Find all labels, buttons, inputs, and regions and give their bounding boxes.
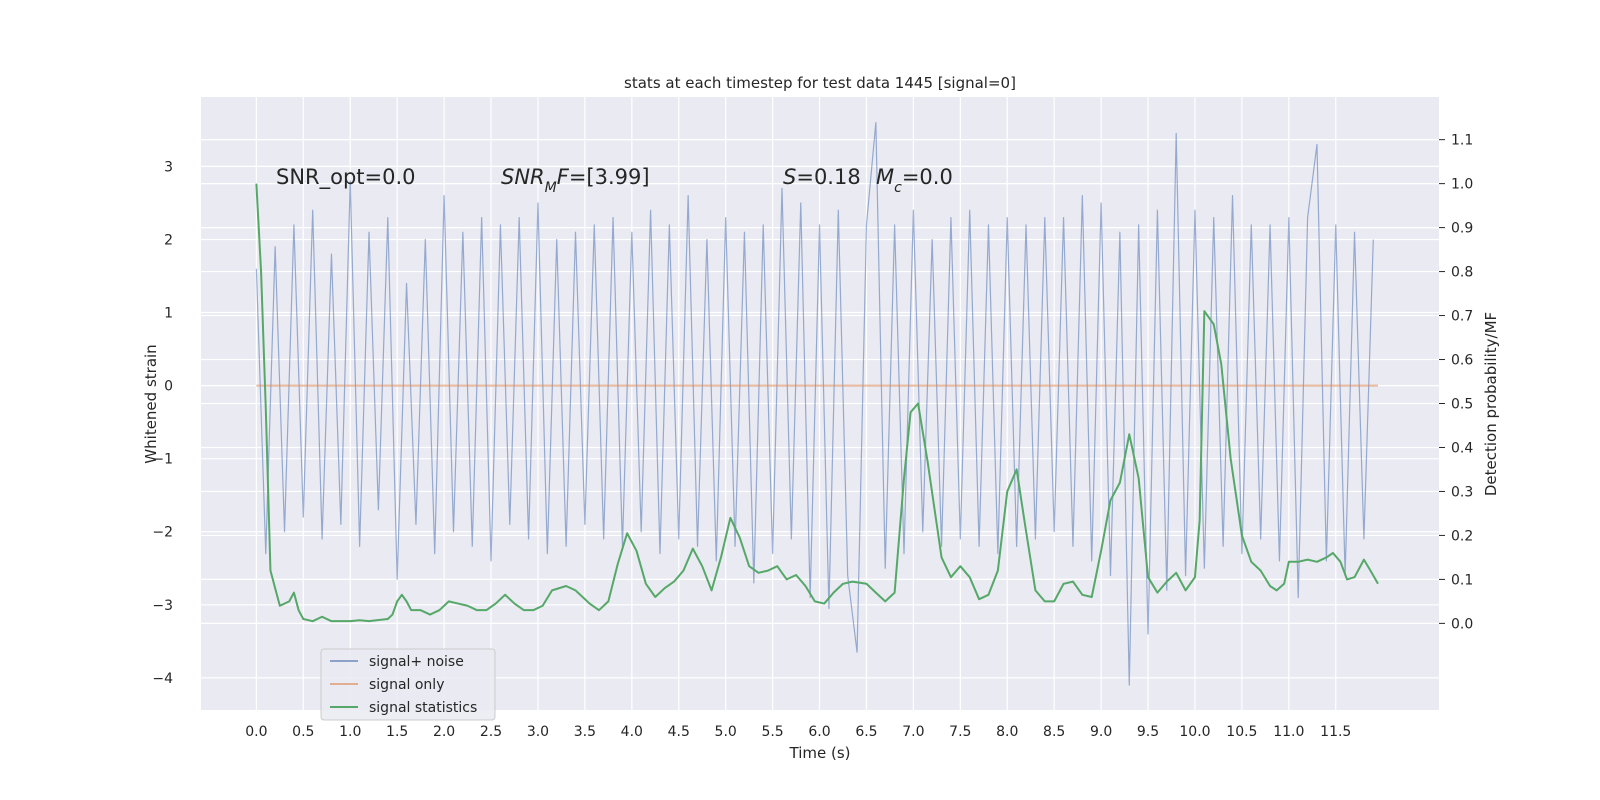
x-tick-label: 9.0	[1090, 724, 1112, 740]
annotation-part: M	[545, 180, 557, 196]
legend-label: signal only	[369, 677, 444, 693]
marks	[255, 121, 1379, 686]
x-tick-label: 1.0	[339, 724, 361, 740]
x-tick-label: 10.0	[1179, 724, 1210, 740]
y-tick-label: 2	[164, 232, 173, 248]
x-tick-label: 9.5	[1137, 724, 1159, 740]
x-tick-label: 11.5	[1320, 724, 1351, 740]
x-tick-label: 4.0	[621, 724, 643, 740]
annotation: Mc=0.0	[876, 165, 953, 196]
y2-tick-label: 0.8	[1451, 265, 1473, 281]
y2-tick-label: 0.7	[1451, 309, 1473, 325]
y-tick-label: 1	[164, 306, 173, 322]
x-tick-label: 8.0	[996, 724, 1018, 740]
x-axis-label: Time (s)	[789, 744, 851, 762]
y2-tick-label: 0.9	[1451, 221, 1473, 237]
y2-tick-label: 1.0	[1451, 177, 1473, 193]
annotation-part: =0.18	[796, 165, 860, 189]
x-tick-label: 6.5	[855, 724, 877, 740]
series-line	[255, 121, 1374, 686]
y-tick-label: −2	[152, 525, 173, 541]
x-tick-label: 10.5	[1226, 724, 1257, 740]
annotation-part: S	[783, 165, 796, 189]
x-tick-label: 3.0	[527, 724, 549, 740]
y2-tick-label: 0.1	[1451, 572, 1473, 588]
y2-tick-label: 0.5	[1451, 397, 1473, 413]
x-tick-label: 6.0	[808, 724, 830, 740]
y-tick-label: −1	[152, 452, 173, 468]
annotation-part: =0.0	[902, 165, 953, 189]
annotation: SNR_opt=0.0	[276, 165, 416, 190]
x-tick-label: 7.0	[902, 724, 924, 740]
x-tick-label: 5.0	[715, 724, 737, 740]
annotation: S=0.18	[783, 165, 861, 189]
y-tick-label: −4	[152, 671, 173, 687]
y2-tick-label: 0.4	[1451, 440, 1473, 456]
y-tick-label: −3	[152, 598, 173, 614]
y2-axis-label: Detection probability/MF	[1482, 312, 1500, 496]
x-tick-label: 0.5	[292, 724, 314, 740]
y2-tick-label: 0.3	[1451, 484, 1473, 500]
legend-label: signal+ noise	[369, 654, 464, 670]
x-tick-label: 2.5	[480, 724, 502, 740]
x-tick-label: 8.5	[1043, 724, 1065, 740]
annotation: SNRMF=[3.99]	[501, 165, 650, 196]
x-tick-label: 11.0	[1273, 724, 1304, 740]
y2-tick-label: 0.0	[1451, 616, 1473, 632]
annotation-part: SNR_opt=0.0	[276, 165, 416, 190]
y-tick-label: 0	[164, 379, 173, 395]
x-tick-label: 3.5	[574, 724, 596, 740]
annotation-part: =[3.99]	[569, 165, 650, 189]
x-tick-label: 2.0	[433, 724, 455, 740]
x-tick-label: 7.5	[949, 724, 971, 740]
y2-tick-label: 1.1	[1451, 133, 1473, 149]
legend: signal+ noise signal only signal statistic…	[320, 648, 496, 721]
y-axis-label: Whitened strain	[142, 344, 160, 463]
y2-tick-label: 0.2	[1451, 528, 1473, 544]
x-tick-label: 0.0	[245, 724, 267, 740]
axes: 0.0 0.5 1.0 1.5 2.0 2.5 3.0 3.5 4.0 4.5 5.0 5.5 6.0 6…	[152, 133, 1473, 740]
series-line	[255, 183, 1379, 623]
x-tick-label: 4.5	[668, 724, 690, 740]
annotation-part: SNR	[501, 165, 545, 189]
annotation-part: c	[894, 180, 902, 196]
y2-tick-label: 0.6	[1451, 353, 1473, 369]
legend-box	[320, 648, 496, 721]
y-tick-label: 3	[164, 159, 173, 175]
legend-label: signal statistics	[369, 700, 477, 716]
annotation-part: M	[876, 165, 894, 189]
chart-title: stats at each timestep for test data 144…	[624, 74, 1016, 92]
x-tick-label: 5.5	[761, 724, 783, 740]
x-tick-label: 1.5	[386, 724, 408, 740]
annotation-part: F	[557, 165, 570, 189]
